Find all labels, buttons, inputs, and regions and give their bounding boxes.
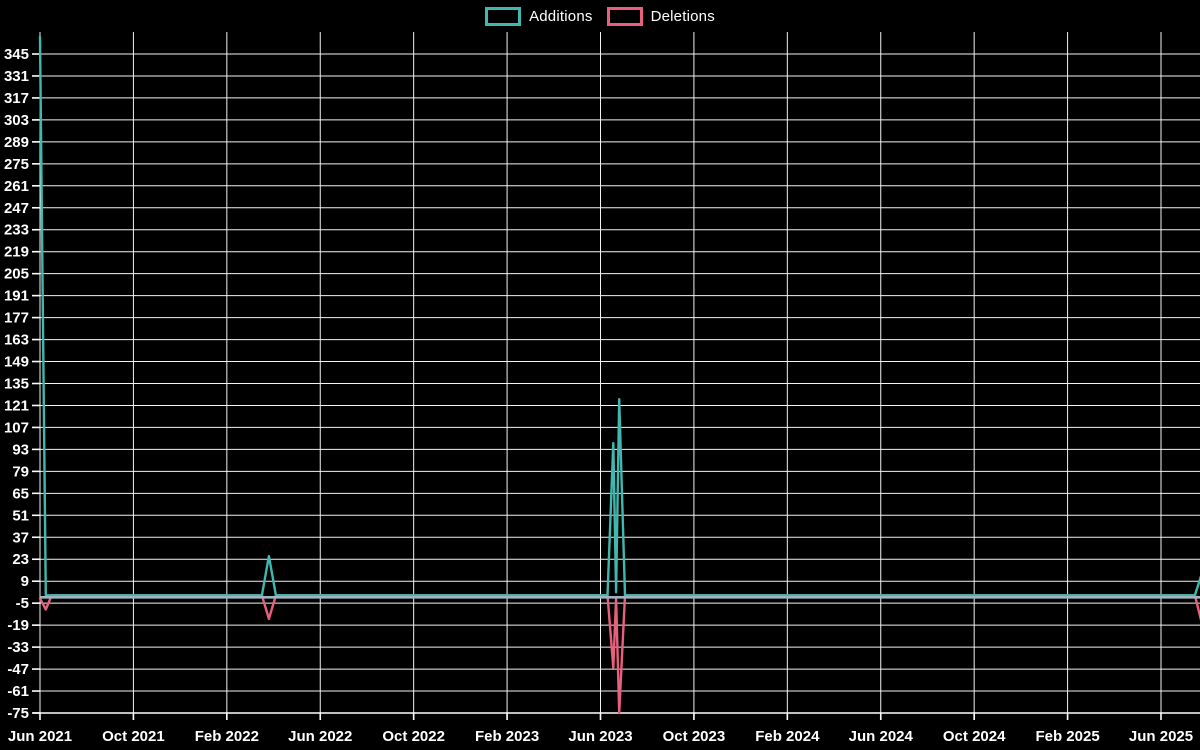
- y-tick-label: 37: [12, 529, 29, 546]
- x-tick-label: Oct 2023: [663, 728, 726, 745]
- additions-swatch-icon: [485, 7, 522, 26]
- y-tick-label: 51: [12, 507, 29, 524]
- x-tick-label: Feb 2025: [1035, 728, 1099, 745]
- series-line-additions: [38, 35, 1200, 597]
- x-tick-label: Jun 2023: [568, 728, 632, 745]
- y-tick-label: 93: [12, 441, 29, 458]
- y-tick-label: -61: [7, 683, 29, 700]
- x-tick-label: Feb 2023: [475, 728, 539, 745]
- y-tick-label: 177: [4, 310, 29, 327]
- y-tick-label: 135: [4, 376, 29, 393]
- y-tick-label: 121: [4, 397, 29, 414]
- x-tick-label: Feb 2022: [195, 728, 259, 745]
- x-tick-label: Jun 2022: [288, 728, 352, 745]
- y-tick-label: 317: [4, 90, 29, 107]
- y-tick-label: 205: [4, 266, 29, 283]
- y-tick-label: 261: [4, 178, 29, 195]
- y-tick-label: -47: [7, 661, 29, 678]
- y-tick-label: 9: [21, 573, 29, 590]
- y-tick-label: 275: [4, 156, 29, 173]
- y-tick-label: -33: [7, 639, 29, 656]
- y-tick-label: 149: [4, 354, 29, 371]
- y-tick-label: -75: [7, 705, 29, 722]
- x-tick-label: Jun 2024: [849, 728, 914, 745]
- y-tick-label: 191: [4, 288, 29, 305]
- x-tick-label: Feb 2024: [755, 728, 820, 745]
- legend-label-deletions: Deletions: [650, 8, 715, 25]
- y-tick-label: 331: [4, 68, 29, 85]
- legend-label-additions: Additions: [529, 8, 593, 25]
- legend-item-deletions[interactable]: Deletions: [606, 7, 715, 26]
- y-tick-label: 219: [4, 244, 29, 261]
- y-tick-label: 65: [12, 485, 29, 502]
- x-tick-label: Oct 2022: [382, 728, 445, 745]
- y-tick-label: 247: [4, 200, 29, 217]
- y-tick-label: 163: [4, 332, 29, 349]
- y-tick-label: 107: [4, 419, 29, 436]
- y-tick-label: 23: [12, 551, 29, 568]
- x-tick-label: Oct 2021: [102, 728, 165, 745]
- y-tick-label: 303: [4, 112, 29, 129]
- series-line-deletions: [38, 594, 1200, 715]
- x-tick-label: Jun 2021: [8, 728, 72, 745]
- x-tick-label: Jun 2025: [1129, 728, 1193, 745]
- deletions-swatch-icon: [606, 7, 643, 26]
- y-tick-label: 345: [4, 46, 29, 63]
- y-tick-label: -19: [7, 617, 29, 634]
- legend-item-additions[interactable]: Additions: [485, 7, 593, 26]
- x-tick-label: Oct 2024: [943, 728, 1006, 745]
- y-tick-label: 289: [4, 134, 29, 151]
- y-tick-label: -5: [16, 595, 29, 612]
- chart-legend: Additions Deletions: [0, 7, 1200, 26]
- y-tick-label: 233: [4, 222, 29, 239]
- y-tick-label: 79: [12, 463, 29, 480]
